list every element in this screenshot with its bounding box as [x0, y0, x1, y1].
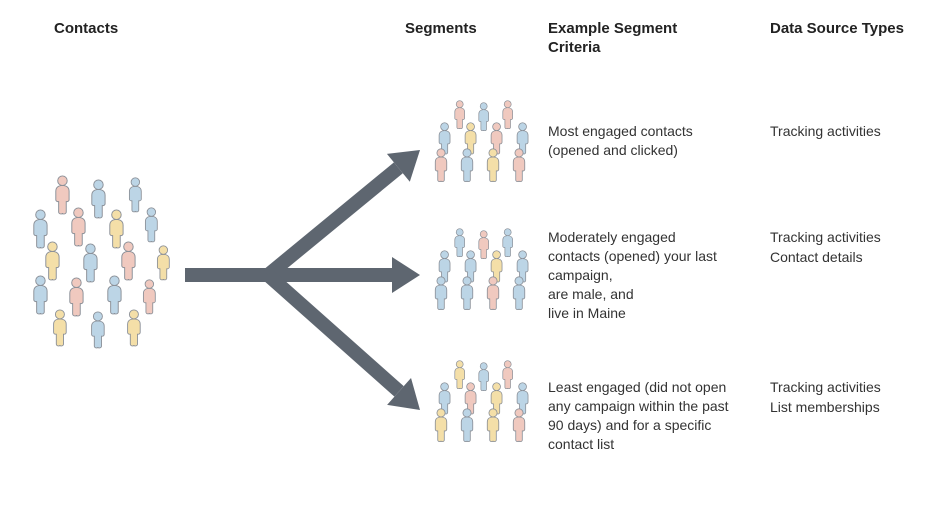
header-contacts: Contacts — [54, 20, 118, 39]
person-icon — [510, 148, 528, 182]
person-icon — [458, 408, 476, 442]
criteria-text: Most engaged contacts (opened and clicke… — [548, 122, 728, 160]
person-icon — [154, 245, 173, 281]
source-text: Tracking activities Contact details — [770, 228, 881, 267]
person-icon — [30, 275, 51, 315]
header-criteria: Example Segment Criteria — [548, 20, 677, 58]
source-text: Tracking activities List memberships — [770, 378, 881, 417]
header-segments: Segments — [405, 20, 477, 39]
person-icon — [142, 207, 161, 243]
person-icon — [458, 276, 476, 310]
person-icon — [104, 275, 125, 315]
person-icon — [458, 148, 476, 182]
criteria-text: Moderately engaged contacts (opened) you… — [548, 228, 728, 322]
person-icon — [432, 276, 450, 310]
person-icon — [484, 148, 502, 182]
person-icon — [124, 309, 144, 347]
person-icon — [510, 276, 528, 310]
source-text: Tracking activities — [770, 122, 881, 142]
header-sources: Data Source Types — [770, 20, 904, 39]
person-icon — [432, 148, 450, 182]
person-icon — [484, 276, 502, 310]
person-icon — [510, 408, 528, 442]
person-icon — [68, 207, 89, 247]
person-icon — [432, 408, 450, 442]
criteria-text: Least engaged (did not open any campaign… — [548, 378, 738, 454]
person-icon — [88, 311, 108, 349]
person-icon — [50, 309, 70, 347]
person-icon — [484, 408, 502, 442]
